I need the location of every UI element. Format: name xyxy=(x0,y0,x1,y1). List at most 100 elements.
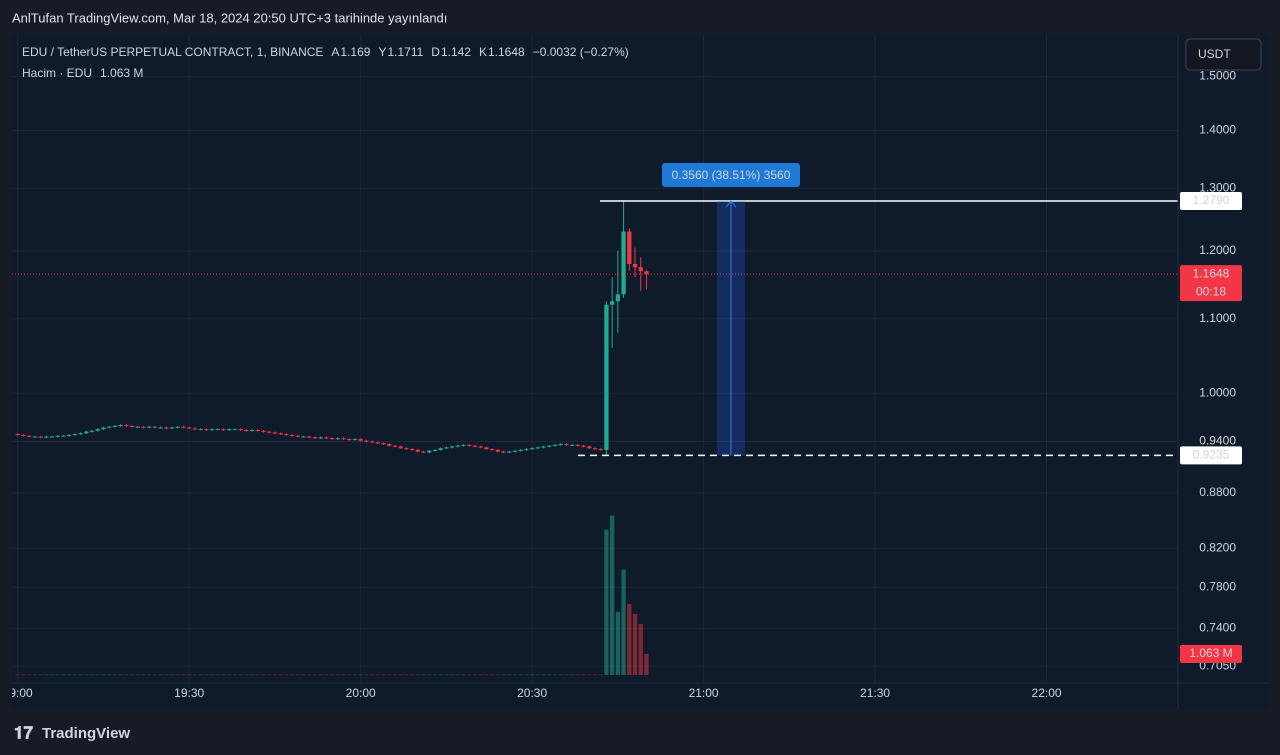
candle-body xyxy=(604,304,609,450)
volume-bar xyxy=(301,674,306,676)
candle-body xyxy=(615,294,621,302)
candle-body xyxy=(632,263,638,268)
ohlc-value: 1.169 xyxy=(340,45,370,59)
candle-body xyxy=(564,444,569,446)
volume-bar xyxy=(615,611,621,675)
volume-bar xyxy=(158,674,163,676)
volume-bar xyxy=(118,674,123,676)
candle-body xyxy=(307,436,312,438)
volume-bar xyxy=(347,674,352,676)
candle-body xyxy=(204,429,209,431)
candle-body xyxy=(55,435,60,437)
volume-bar xyxy=(535,674,540,676)
volume-bar xyxy=(278,674,283,676)
candle-body xyxy=(318,437,323,439)
change: −0.0032 (−0.27%) xyxy=(533,45,629,59)
volume-bar xyxy=(375,674,380,676)
volume-bar xyxy=(621,569,626,675)
volume-bar xyxy=(478,674,483,676)
volume-bar xyxy=(558,674,563,676)
candle-body xyxy=(227,429,232,431)
price-badge-label: 00:18 xyxy=(1196,284,1226,298)
volume-bar xyxy=(227,674,232,676)
candle-body xyxy=(484,447,489,450)
volume-bar xyxy=(204,674,209,676)
volume-bar xyxy=(324,674,329,676)
y-tick-label: 0.9400 xyxy=(1199,434,1236,448)
candle-body xyxy=(587,446,592,449)
volume-bar xyxy=(238,674,243,676)
price-badge xyxy=(1180,265,1242,302)
y-tick-label: 0.7400 xyxy=(1199,621,1236,635)
candle-body xyxy=(158,427,163,429)
x-tick-label: 22:00 xyxy=(1032,686,1062,700)
symbol: EDU / TetherUS PERPETUAL CONTRACT, 1, BI… xyxy=(22,45,323,59)
candle-body xyxy=(324,437,329,439)
volume-bar xyxy=(484,674,489,676)
candle-body xyxy=(438,448,443,450)
candle-body xyxy=(347,439,352,441)
volume-bar xyxy=(44,674,49,676)
volume-bar xyxy=(444,674,449,676)
candle-body xyxy=(381,443,386,445)
x-tick-label: 19:30 xyxy=(174,686,204,700)
volume-bar xyxy=(15,674,20,676)
currency-button[interactable] xyxy=(1185,38,1262,71)
volume-bar xyxy=(592,674,598,676)
y-tick-label: 0.8800 xyxy=(1199,485,1236,499)
candle-body xyxy=(558,444,563,446)
volume-bar xyxy=(72,674,78,676)
volume-bar xyxy=(198,674,203,676)
candle-body xyxy=(255,429,260,431)
candle-body xyxy=(638,267,643,272)
ohlc-key: Y xyxy=(378,45,386,59)
candle-body xyxy=(232,429,238,431)
brand-logo: 𝟏𝟕 xyxy=(14,723,33,742)
measure-label: 0.3560 (38.51%) 3560 xyxy=(672,168,791,182)
candle-body xyxy=(221,429,226,431)
volume-bar xyxy=(552,674,558,676)
volume-bar xyxy=(335,674,340,676)
candle-body xyxy=(461,444,466,446)
candle-body xyxy=(581,445,586,447)
volume-bar xyxy=(289,674,295,676)
chart-pane xyxy=(12,35,1268,709)
volume-bar xyxy=(581,674,586,676)
volume-bar xyxy=(61,674,66,676)
volume-bar xyxy=(164,674,169,676)
volume-bar xyxy=(638,623,643,675)
candle-body xyxy=(495,449,500,452)
candle-body xyxy=(209,429,215,431)
price-badge-label: 1.2790 xyxy=(1193,193,1230,207)
measure-label-box xyxy=(662,163,800,187)
candle-body xyxy=(272,432,278,434)
candle-body xyxy=(518,449,523,451)
volume-title: Hacim · EDU xyxy=(22,66,92,80)
volume-bar xyxy=(152,674,158,676)
candle-body xyxy=(444,447,449,449)
price-badge xyxy=(1180,644,1242,663)
volume-bar xyxy=(632,613,638,675)
candle-body xyxy=(27,435,32,437)
candle-body xyxy=(107,426,112,428)
volume-bar xyxy=(175,674,180,676)
candle-body xyxy=(32,436,38,438)
candle-body xyxy=(541,446,546,448)
candle-body xyxy=(21,434,26,436)
candle-body xyxy=(621,231,626,295)
price-axis: 1.5000 1.4000 1.3000 1.2000 1.1000 1.0000 0.94… xyxy=(1180,38,1262,672)
candle-body xyxy=(375,442,380,444)
candle-body xyxy=(427,450,432,453)
volume-bar xyxy=(507,674,512,676)
candle-body xyxy=(524,449,529,451)
candle-body xyxy=(552,444,558,446)
candle-body xyxy=(175,426,180,428)
volume-bar xyxy=(261,674,266,676)
published-note: AnlTufan TradingView.com, Mar 18, 2024 2… xyxy=(12,10,447,25)
volume-bar xyxy=(192,674,198,676)
volume-bar xyxy=(141,674,146,676)
x-tick-label: 21:00 xyxy=(689,686,719,700)
volume-bar xyxy=(501,674,506,676)
